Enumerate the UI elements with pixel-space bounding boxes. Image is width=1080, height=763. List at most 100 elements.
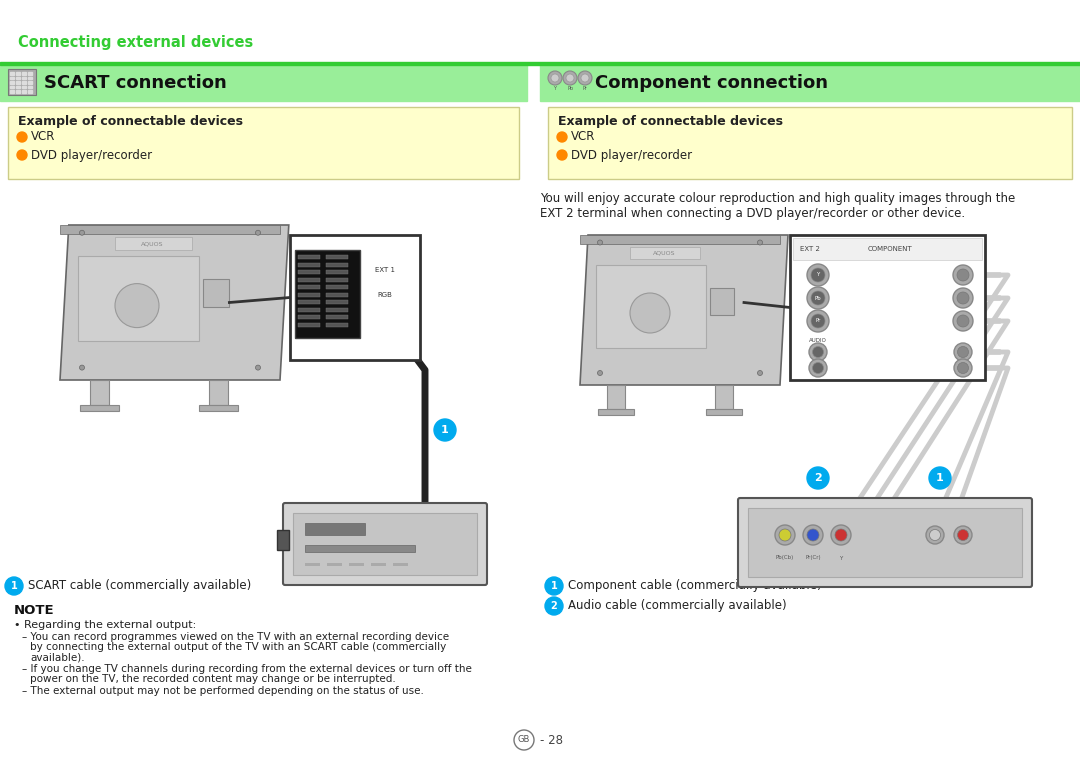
Circle shape [545,577,563,595]
Circle shape [954,526,972,544]
FancyBboxPatch shape [738,498,1032,587]
Bar [291,235,420,360]
Text: • Regarding the external output:: • Regarding the external output: [14,620,197,630]
Circle shape [775,525,795,545]
Bar [8,69,36,95]
Circle shape [812,346,824,358]
Circle shape [804,525,823,545]
Bar [326,270,348,274]
Text: COMPONENT: COMPONENT [867,246,913,252]
Bar [548,107,1072,179]
Text: – The external output may not be performed depending on the status of use.: – The external output may not be perform… [22,686,423,696]
Circle shape [630,293,670,333]
Circle shape [809,359,827,377]
Circle shape [597,371,603,375]
Text: VCR: VCR [571,130,595,143]
Bar [748,508,1022,577]
Circle shape [114,284,159,327]
Bar [298,270,320,274]
Bar [706,409,742,415]
Circle shape [5,577,23,595]
Circle shape [578,71,592,85]
Bar [22,81,26,83]
Circle shape [811,314,825,328]
Bar [715,385,733,409]
Text: Component cable (commercially available): Component cable (commercially available) [568,580,822,593]
Bar [793,238,982,260]
Text: RGB: RGB [378,292,392,298]
Bar [22,85,26,88]
Bar [60,225,280,234]
Circle shape [957,315,969,327]
Text: AQUOS: AQUOS [141,241,164,246]
Circle shape [581,74,589,82]
Bar [16,85,21,88]
Bar [607,385,625,409]
Bar [326,285,348,289]
Text: Component connection: Component connection [595,74,828,92]
Bar [580,235,780,244]
Text: Pr(Cr): Pr(Cr) [806,555,821,561]
Text: Y: Y [816,272,820,278]
Bar [114,237,192,250]
Circle shape [811,268,825,282]
Text: AQUOS: AQUOS [652,250,675,256]
Bar [28,85,32,88]
Circle shape [17,132,27,142]
Bar [298,315,320,319]
Bar [22,76,26,79]
Bar [90,380,109,405]
Bar [78,256,199,341]
Bar [0,62,1080,65]
Circle shape [953,288,973,308]
Text: Pr: Pr [815,318,821,324]
Bar [22,90,26,92]
Text: AUDIO: AUDIO [809,337,827,343]
Bar [8,107,519,179]
Text: Pb: Pb [567,85,573,91]
Bar [298,300,320,304]
Bar [10,81,14,83]
Text: Example of connectable devices: Example of connectable devices [18,114,243,127]
Bar [326,278,348,282]
Circle shape [958,362,969,374]
Bar [22,72,26,75]
Circle shape [548,71,562,85]
Circle shape [807,467,829,489]
Bar [298,323,320,327]
Circle shape [779,529,791,541]
Bar [10,90,14,92]
Bar [276,530,289,550]
Bar [10,76,14,79]
Circle shape [563,71,577,85]
Circle shape [953,311,973,331]
Bar [28,72,32,75]
Text: Y: Y [839,555,842,561]
Text: – If you change TV channels during recording from the external devices or turn o: – If you change TV channels during recor… [22,664,472,674]
Bar [28,76,32,79]
Circle shape [80,365,84,370]
Text: 1: 1 [11,581,17,591]
Bar [298,307,320,311]
Text: 2: 2 [814,473,822,483]
Bar [596,265,706,347]
Text: GB: GB [517,736,530,745]
Text: 2: 2 [551,601,557,611]
Circle shape [930,530,941,540]
Text: Example of connectable devices: Example of connectable devices [558,114,783,127]
Bar [326,300,348,304]
Bar [208,380,228,405]
Bar [393,563,408,566]
Circle shape [809,343,827,361]
Bar [10,85,14,88]
Bar [298,262,320,266]
Text: Pr: Pr [582,85,588,91]
Bar [326,307,348,311]
Circle shape [835,529,847,541]
Bar [16,81,21,83]
Circle shape [807,310,829,332]
Bar [80,405,120,411]
Bar [540,65,1080,101]
Bar [298,255,320,259]
Text: DVD player/recorder: DVD player/recorder [31,149,152,162]
